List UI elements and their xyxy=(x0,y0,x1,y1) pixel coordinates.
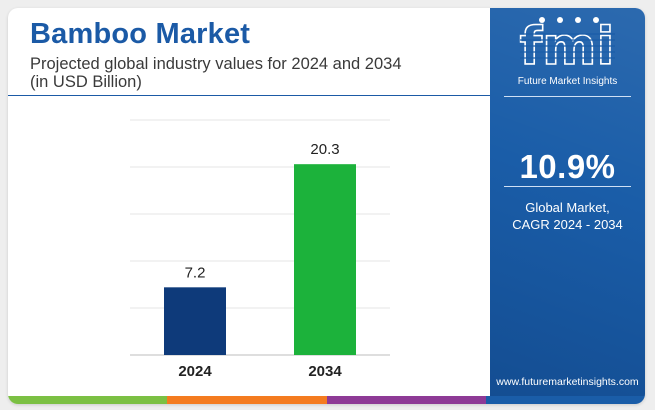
fmi-logo-icons xyxy=(539,17,599,23)
fmi-logo-stripes xyxy=(520,33,615,59)
subtitle-line-1: Projected global industry values for 202… xyxy=(30,55,402,73)
website-link[interactable]: www.futuremarketinsights.com xyxy=(496,376,639,388)
side-panel-texture xyxy=(490,8,645,396)
side-divider-bottom xyxy=(504,186,631,187)
bar-chart: 7.2 2024 20.3 2034 xyxy=(130,119,390,380)
subtitle-line-2: (in USD Billion) xyxy=(30,73,142,91)
cagr-value: 10.9% xyxy=(519,148,616,185)
bottom-bar-segment xyxy=(167,396,327,404)
fmi-logo-name: Future Market Insights xyxy=(517,76,618,87)
cagr-label-line-2: CAGR 2024 - 2034 xyxy=(512,217,623,232)
bottom-bar-segment xyxy=(326,396,486,404)
side-divider-top xyxy=(504,96,631,97)
fmi-logo-letters: fmi xyxy=(520,17,615,74)
bar-2034 xyxy=(294,164,356,355)
value-label-2024: 7.2 xyxy=(185,264,206,281)
header-divider xyxy=(8,95,490,96)
value-label-2034: 20.3 xyxy=(310,141,339,158)
report-card: Bamboo Market Projected global industry … xyxy=(8,8,645,404)
page-title: Bamboo Market xyxy=(30,18,251,50)
page-subtitle: Projected global industry values for 202… xyxy=(30,55,480,91)
category-label-2034: 2034 xyxy=(308,363,342,380)
category-label-2024: 2024 xyxy=(178,363,212,380)
fmi-logo-mark: fmi xyxy=(519,16,615,78)
bottom-color-bar xyxy=(8,396,645,404)
cagr-label-line-1: Global Market, xyxy=(525,200,610,215)
bar-2024 xyxy=(164,287,226,355)
bottom-bar-segment xyxy=(485,396,645,404)
cagr-label: Global Market, CAGR 2024 - 2034 xyxy=(490,199,645,233)
bottom-bar-segment xyxy=(8,396,168,404)
fmi-logo: fmi Future Market Insights xyxy=(490,14,645,94)
side-panel: fmi Future Market Insights 10.9% xyxy=(490,8,645,396)
